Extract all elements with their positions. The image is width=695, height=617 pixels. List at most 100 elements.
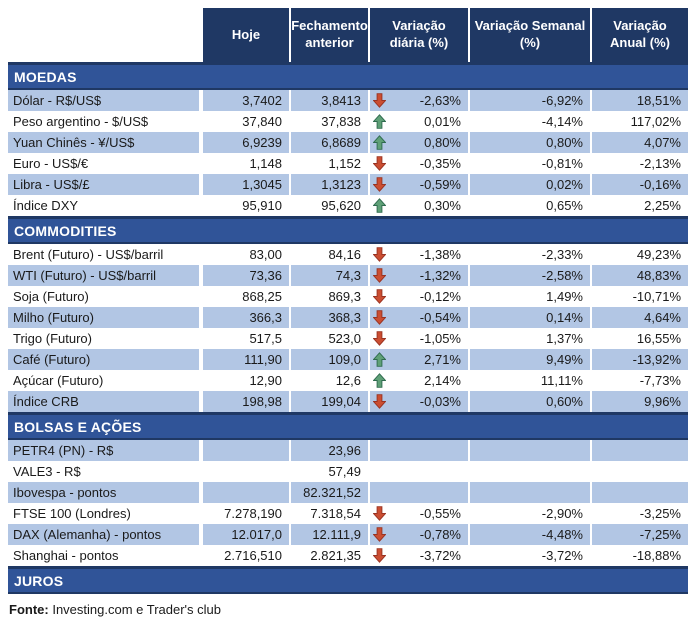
cell-variacao-anual-value: -2,13% (639, 156, 681, 171)
cell-hoje (203, 440, 289, 461)
cell-variacao-diaria: -0,12% (370, 286, 468, 307)
cell-variacao-anual-value: -7,73% (639, 373, 681, 388)
cell-hoje-value: 1,148 (249, 156, 282, 171)
cell-hoje: 111,90 (203, 349, 289, 370)
cell-variacao-anual-value: 2,25% (644, 198, 681, 213)
cell-variacao-semanal (470, 440, 590, 461)
section-header-moedas: MOEDAS (8, 62, 688, 90)
cell-fechamento: 7.318,54 (291, 503, 368, 524)
cell-hoje: 95,910 (203, 195, 289, 216)
cell-hoje: 868,25 (203, 286, 289, 307)
cell-variacao-semanal-value: 0,02% (546, 177, 583, 192)
cell-fechamento: 869,3 (291, 286, 368, 307)
table-row: Café (Futuro) 111,90 109,0 2,71% 9,49% -13,92… (8, 349, 688, 370)
cell-variacao-semanal: 0,65% (470, 195, 590, 216)
cell-hoje-value: 868,25 (242, 289, 282, 304)
cell-hoje: 73,36 (203, 265, 289, 286)
down-arrow-icon (373, 331, 386, 346)
cell-fechamento-value: 95,620 (321, 198, 361, 213)
table-row: Índice CRB 198,98 199,04 -0,03% 0,60% 9,96% (8, 391, 688, 412)
up-arrow-icon (373, 135, 386, 150)
cell-variacao-semanal: -3,72% (470, 545, 590, 566)
cell-variacao-semanal-value: 9,49% (546, 352, 583, 367)
cell-variacao-diaria-value: -0,59% (419, 177, 461, 192)
cell-hoje: 83,00 (203, 244, 289, 265)
cell-hoje-value: 95,910 (242, 198, 282, 213)
cell-variacao-diaria (370, 461, 468, 482)
cell-fechamento-value: 109,0 (328, 352, 361, 367)
cell-fechamento: 84,16 (291, 244, 368, 265)
cell-fechamento-value: 523,0 (328, 331, 361, 346)
cell-variacao-semanal-value: -0,81% (541, 156, 583, 171)
table-row: Peso argentino - $/US$ 37,840 37,838 0,01% -… (8, 111, 688, 132)
cell-hoje: 12.017,0 (203, 524, 289, 545)
cell-variacao-semanal: 1,37% (470, 328, 590, 349)
cell-variacao-diaria: 0,01% (370, 111, 468, 132)
up-arrow-icon (373, 373, 386, 388)
cell-variacao-semanal-value: 0,80% (546, 135, 583, 150)
cell-fechamento: 3,8413 (291, 90, 368, 111)
cell-variacao-diaria-value: -0,78% (419, 527, 461, 542)
row-label: VALE3 - R$ (8, 461, 199, 482)
cell-hoje: 517,5 (203, 328, 289, 349)
cell-variacao-semanal-value: -4,14% (541, 114, 583, 129)
up-arrow-icon (373, 352, 386, 367)
cell-variacao-semanal: 0,02% (470, 174, 590, 195)
cell-variacao-anual: -18,88% (592, 545, 688, 566)
cell-variacao-diaria: -3,72% (370, 545, 468, 566)
cell-variacao-anual-value: -10,71% (632, 289, 681, 304)
cell-variacao-semanal-value: -2,33% (541, 247, 583, 262)
cell-variacao-diaria: -2,63% (370, 90, 468, 111)
cell-variacao-anual: -0,16% (592, 174, 688, 195)
cell-hoje: 1,3045 (203, 174, 289, 195)
cell-hoje-value: 37,840 (242, 114, 282, 129)
cell-hoje-value: 3,7402 (242, 93, 282, 108)
row-label: Yuan Chinês - ¥/US$ (8, 132, 199, 153)
cell-fechamento: 1,3123 (291, 174, 368, 195)
cell-variacao-diaria-value: 0,30% (424, 198, 461, 213)
row-label-value: Açúcar (Futuro) (13, 373, 104, 388)
cell-variacao-semanal: 9,49% (470, 349, 590, 370)
table-row: Yuan Chinês - ¥/US$ 6,9239 6,8689 0,80% 0,80… (8, 132, 688, 153)
row-label: PETR4 (PN) - R$ (8, 440, 199, 461)
cell-variacao-semanal: 11,11% (470, 370, 590, 391)
cell-hoje: 37,840 (203, 111, 289, 132)
cell-fechamento-value: 57,49 (328, 464, 361, 479)
cell-variacao-semanal: -2,90% (470, 503, 590, 524)
cell-variacao-semanal (470, 461, 590, 482)
cell-variacao-anual (592, 461, 688, 482)
down-arrow-icon (373, 268, 386, 283)
cell-fechamento-value: 74,3 (335, 268, 361, 283)
cell-variacao-diaria: 2,71% (370, 349, 468, 370)
cell-hoje-value: 111,90 (244, 352, 282, 367)
table-row: Libra - US$/£ 1,3045 1,3123 -0,59% 0,02% -0,1… (8, 174, 688, 195)
cell-fechamento-value: 82.321,52 (303, 485, 361, 500)
table-row: Índice DXY 95,910 95,620 0,30% 0,65% 2,25% (8, 195, 688, 216)
row-label: Soja (Futuro) (8, 286, 199, 307)
row-label-value: Café (Futuro) (13, 352, 91, 367)
cell-fechamento-value: 37,838 (321, 114, 361, 129)
cell-variacao-anual: 117,02% (592, 111, 688, 132)
cell-variacao-anual-value: 16,55% (636, 331, 681, 346)
down-arrow-icon (373, 289, 386, 304)
cell-variacao-diaria: -1,32% (370, 265, 468, 286)
row-label-value: Libra - US$/£ (13, 177, 90, 192)
row-label: WTI (Futuro) - US$/barril (8, 265, 199, 286)
row-label: Shanghai - pontos (8, 545, 199, 566)
cell-fechamento: 368,3 (291, 307, 368, 328)
cell-variacao-diaria: 0,80% (370, 132, 468, 153)
row-label: Trigo (Futuro) (8, 328, 199, 349)
table-row: VALE3 - R$ 57,49 (8, 461, 688, 482)
cell-variacao-anual: -7,73% (592, 370, 688, 391)
cell-variacao-anual-value: 18,51% (636, 93, 681, 108)
cell-fechamento: 95,620 (291, 195, 368, 216)
row-label: Café (Futuro) (8, 349, 199, 370)
row-label: FTSE 100 (Londres) (8, 503, 199, 524)
cell-variacao-anual-value: 9,96% (644, 394, 681, 409)
table-row: Shanghai - pontos 2.716,510 2.821,35 -3,72%… (8, 545, 688, 566)
cell-fechamento: 23,96 (291, 440, 368, 461)
cell-variacao-anual-value: -18,88% (632, 548, 681, 563)
cell-variacao-semanal-value: -6,92% (541, 93, 583, 108)
cell-variacao-anual: -2,13% (592, 153, 688, 174)
cell-variacao-diaria: -0,55% (370, 503, 468, 524)
